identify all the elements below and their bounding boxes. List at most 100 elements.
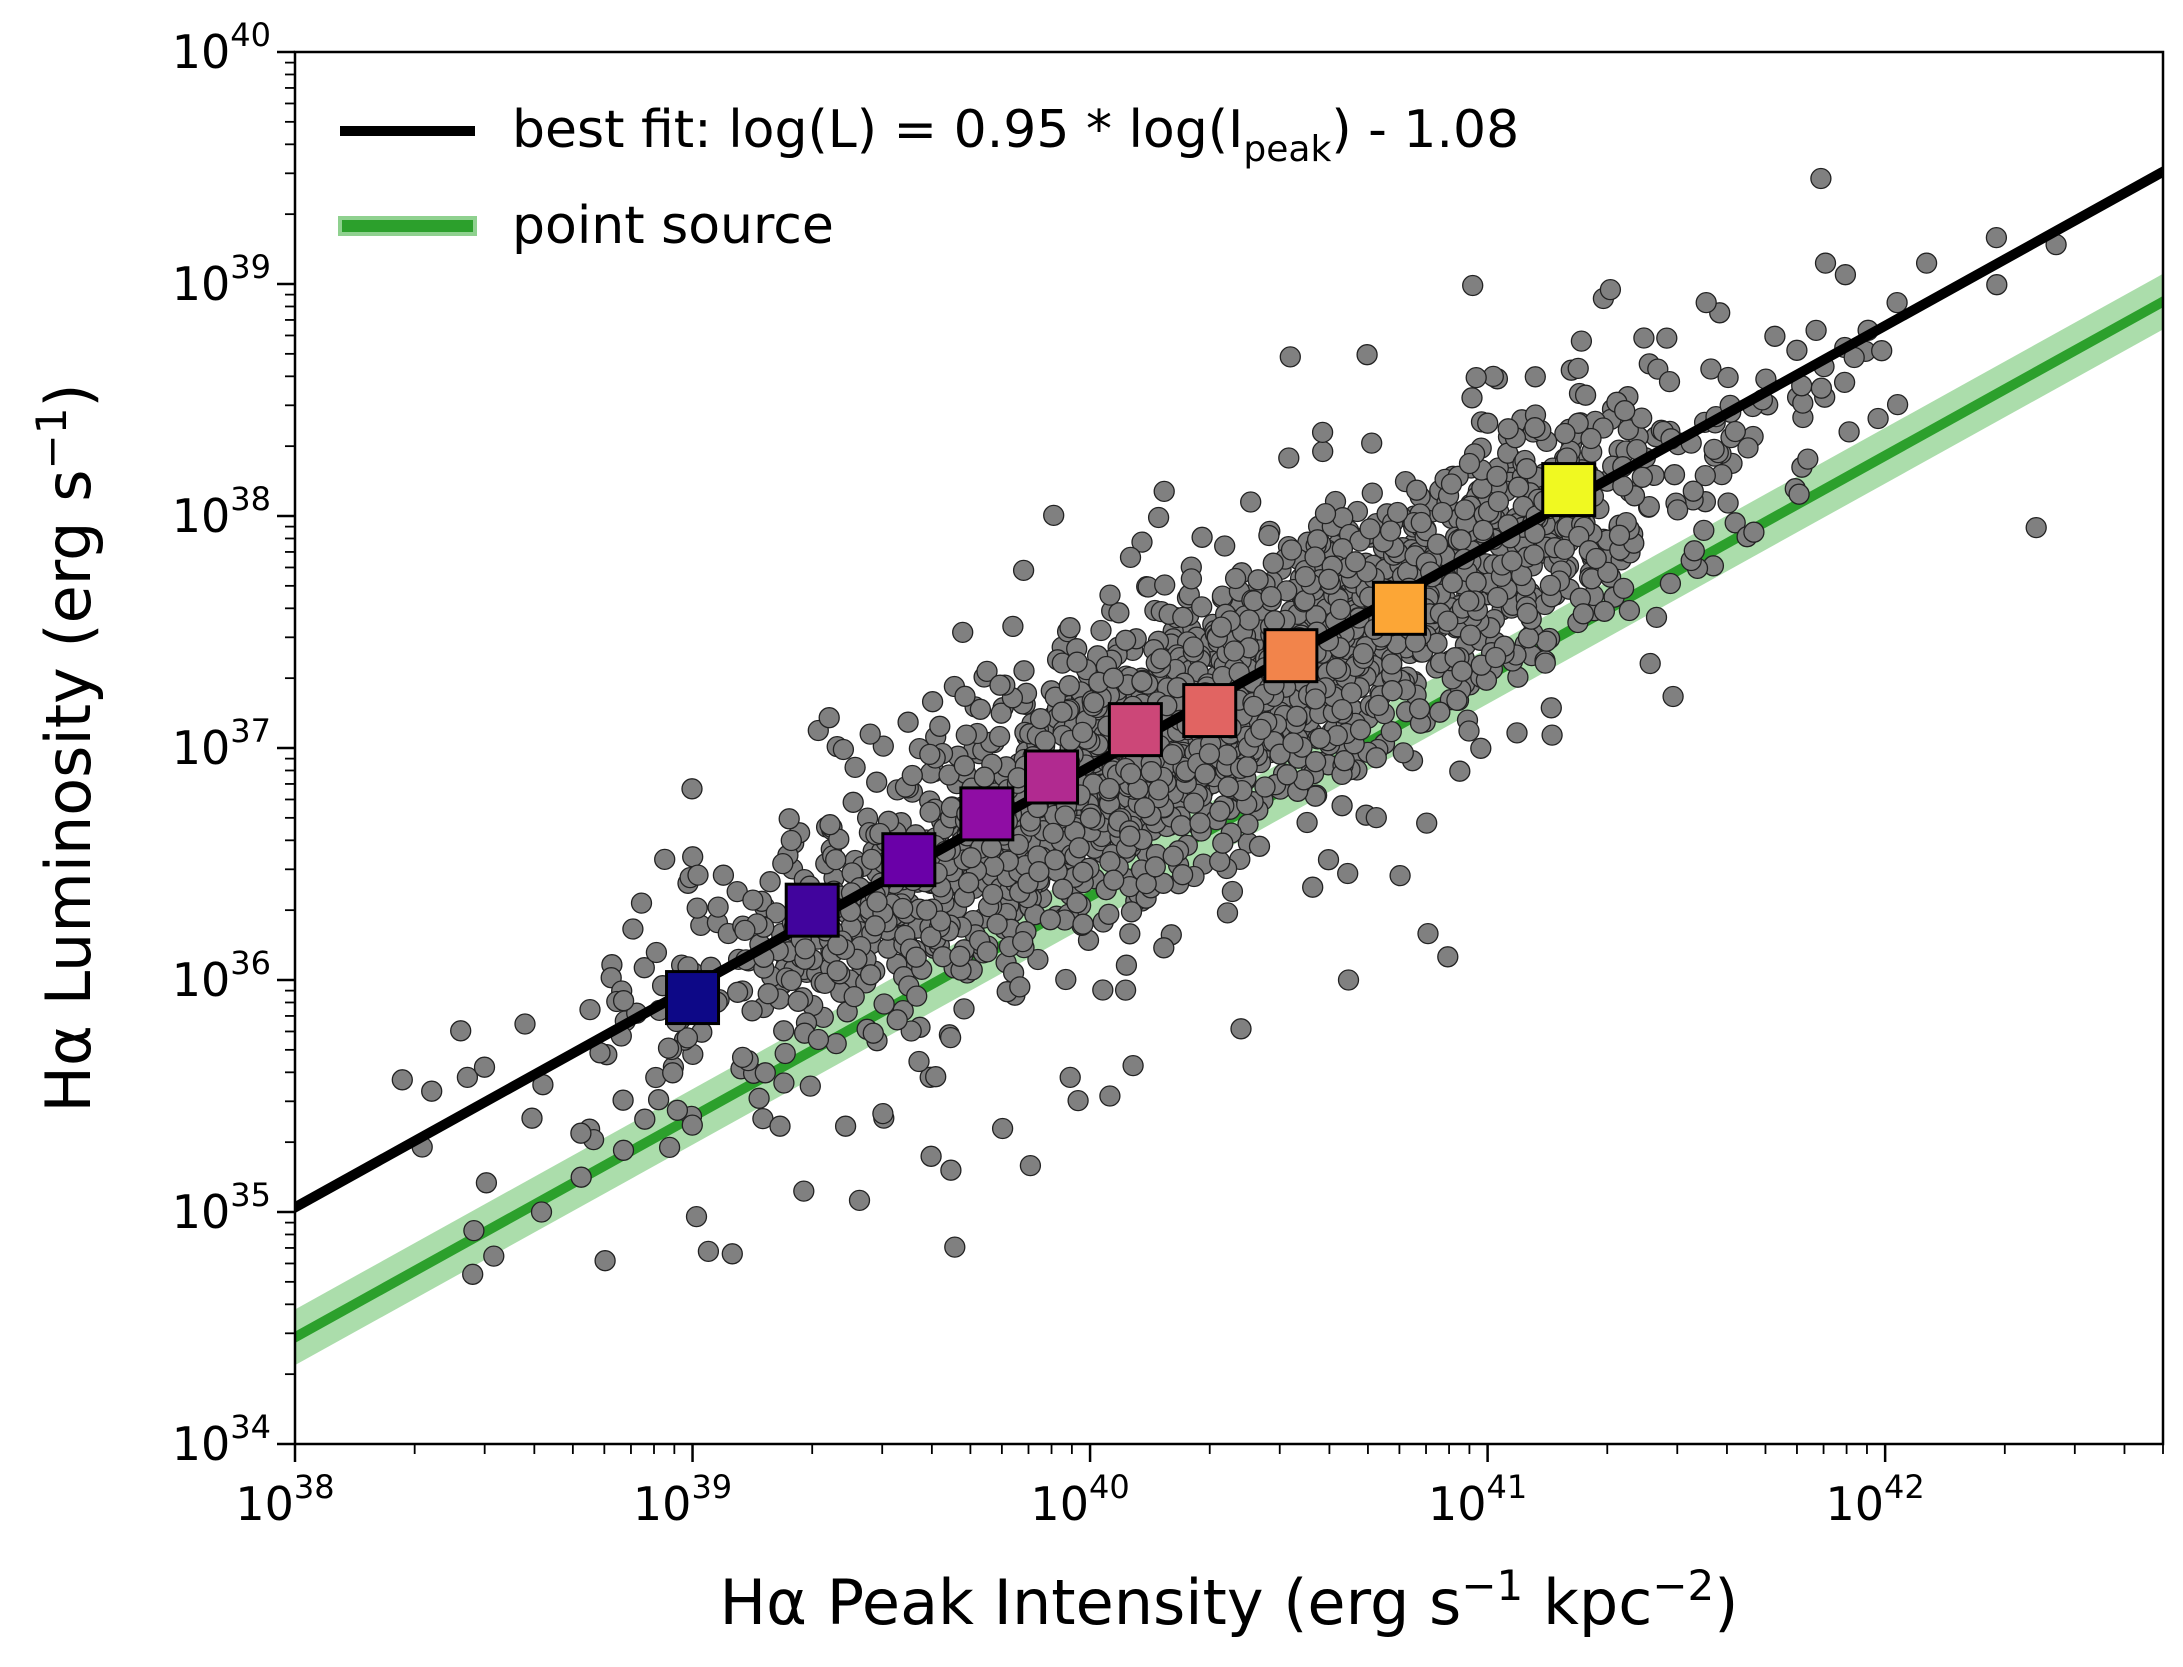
scatter-point (799, 1075, 821, 1097)
scatter-point (1102, 667, 1125, 689)
scatter-point (793, 1180, 815, 1202)
scatter-point (1724, 512, 1746, 534)
scatter-point (2025, 516, 2047, 539)
scatter-point (1120, 762, 1142, 785)
scatter-point (697, 1240, 720, 1263)
scatter-point (514, 1013, 536, 1035)
scatter-point (780, 969, 803, 992)
scatter-point (1486, 586, 1509, 609)
y-tick-label: 1038 (172, 480, 271, 543)
scatter-point (1337, 862, 1359, 885)
scatter-point (901, 764, 923, 787)
x-tick-label: 1039 (633, 1468, 732, 1531)
y-tick-label: 1036 (172, 944, 271, 1007)
scatter-point (521, 1107, 543, 1129)
scatter-point (859, 723, 881, 745)
scatter-point (1356, 344, 1378, 366)
scatter-point (919, 743, 941, 766)
scatter-point (1662, 685, 1684, 708)
scatter-point (862, 1022, 884, 1044)
scatter-point (1051, 701, 1073, 723)
scatter-point (1153, 480, 1175, 503)
scatter-point (1216, 902, 1239, 924)
scatter-point (1140, 760, 1162, 783)
scatter-point (1459, 624, 1482, 646)
x-tick-labels: 1038 1039 1040 1041 1042 (235, 1468, 1924, 1531)
scatter-point (832, 738, 855, 761)
scatter-point (1380, 720, 1402, 743)
scatter-point (772, 852, 794, 875)
scatter-point (654, 848, 676, 871)
scatter-point (1567, 357, 1589, 380)
scatter-point (757, 983, 779, 1005)
scatter-point (1486, 465, 1508, 488)
scatter-point (916, 899, 938, 921)
scatter-point (1717, 366, 1739, 389)
scatter-point (1147, 506, 1170, 529)
scatter-point (773, 1020, 795, 1042)
scatter-point (1462, 274, 1484, 297)
scatter-point (1098, 903, 1120, 925)
scatter-point (1278, 447, 1300, 469)
scatter-point (1501, 550, 1523, 572)
scatter-point (1304, 688, 1327, 710)
scatter-point (1638, 495, 1660, 518)
scatter-point (780, 829, 802, 852)
scatter-point (1079, 807, 1102, 829)
scatter-point (658, 1136, 681, 1159)
binned-point-3 (881, 832, 937, 888)
scatter-point (1516, 458, 1538, 480)
scatter-point (1633, 327, 1655, 349)
scatter-point (1214, 535, 1236, 557)
scatter-point (707, 896, 729, 918)
scatter-point (1429, 701, 1451, 723)
scatter-point (391, 1069, 413, 1091)
scatter-point (1099, 1085, 1121, 1107)
scatter-point (1115, 954, 1138, 976)
scatter-point (1120, 901, 1143, 923)
scatter-point (570, 1122, 592, 1144)
scatter-point (1431, 501, 1453, 524)
scatter-point (1034, 730, 1056, 752)
scatter-point (834, 1115, 857, 1137)
y-axis-label: Hα Luminosity (erg s−1) (27, 383, 105, 1112)
axis-ticks (277, 50, 2164, 1462)
scatter-point (1570, 330, 1593, 352)
scatter-point (1365, 806, 1387, 829)
scatter-point (954, 685, 976, 707)
legend: best fit: log(L) = 0.95 * log(Ipeak) - 1… (338, 100, 1519, 256)
scatter-point (1108, 602, 1130, 624)
scatter-point (1441, 572, 1463, 594)
scatter-point (1645, 606, 1668, 629)
scatter-point (1262, 552, 1284, 574)
scatter-point (1682, 480, 1704, 502)
scatter-point (960, 847, 982, 869)
x-tick-label: 1038 (235, 1468, 334, 1531)
scatter-point (1066, 892, 1088, 914)
scatter-point (1540, 697, 1562, 719)
scatter-point (570, 1166, 592, 1188)
scatter-point (969, 698, 992, 720)
x-axis-label: Hα Peak Intensity (erg s−1 kpc−2) (720, 1561, 1739, 1639)
scatter-point (1410, 511, 1432, 534)
scatter-point (1695, 291, 1717, 314)
scatter-point (1039, 909, 1061, 931)
scatter-point (1247, 569, 1269, 591)
binned-point-8 (1263, 628, 1319, 684)
scatter-point (825, 848, 847, 871)
scatter-point (1153, 937, 1175, 959)
scatter-point (473, 1056, 496, 1078)
scatter-point (1465, 366, 1487, 389)
scatter-point (866, 891, 888, 913)
scatter-point (1487, 490, 1510, 513)
scatter-point (1440, 473, 1463, 495)
scatter-point (1148, 779, 1170, 801)
scatter-point (1230, 1018, 1252, 1040)
scatter-point (1012, 559, 1035, 582)
scatter-point (940, 1159, 962, 1181)
scatter-point (1258, 524, 1280, 547)
scatter-point (742, 889, 764, 911)
x-tick-label: 1042 (1826, 1468, 1925, 1531)
scatter-point (939, 1026, 962, 1049)
scatter-point (1260, 585, 1282, 608)
